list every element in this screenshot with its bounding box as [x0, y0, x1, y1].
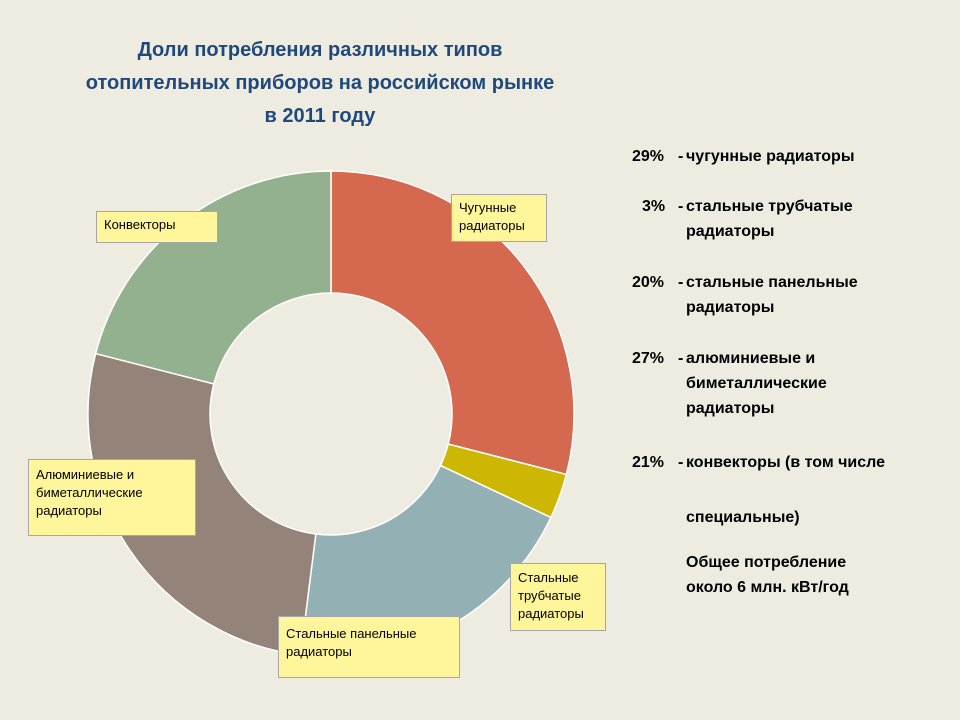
chart-title: Доли потребления различных типов отопите… — [30, 34, 610, 133]
slice-convectors — [94, 170, 332, 385]
label-aluminium: Алюминиевые и биметаллические радиаторы — [28, 459, 196, 536]
title-line-2: отопительных приборов на российском рынк… — [85, 72, 555, 94]
label-cast-iron: Чугунные радиаторы — [451, 194, 547, 242]
slice-aluminium — [87, 352, 317, 656]
title-line-1: Доли потребления различных типов — [137, 39, 503, 61]
label-steel-panel: Стальные панельные радиаторы — [278, 616, 460, 678]
title-line-3: в 2011 году — [264, 105, 376, 127]
label-steel-tubular: Стальные трубчатые радиаторы — [510, 563, 606, 631]
label-convectors: Конвекторы — [96, 211, 218, 243]
